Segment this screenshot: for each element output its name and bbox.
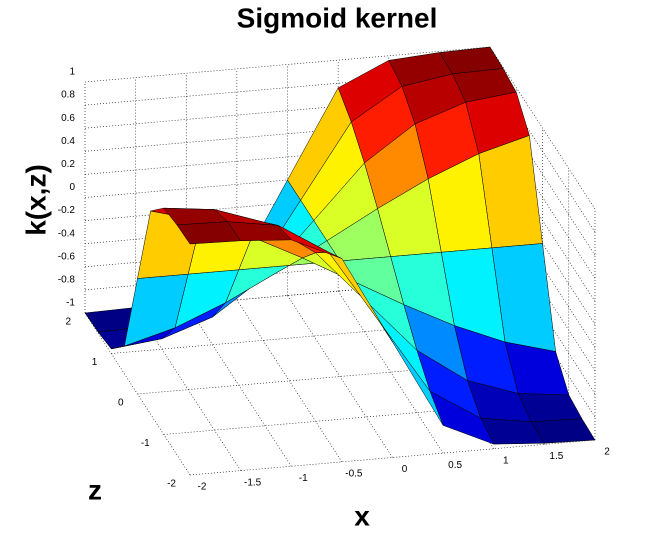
grid-line [489, 69, 596, 233]
x-tick-label: 2 [604, 447, 610, 458]
x-axis-label: x [354, 500, 370, 531]
y-tick-label: 1 [69, 67, 75, 78]
y-tick-label: 0 [69, 182, 75, 193]
y-tick-label: 0.2 [61, 159, 75, 170]
y-tick-label: -1 [66, 298, 75, 309]
x-tick-label: 0.5 [448, 460, 462, 471]
x-tick-label: -1.5 [244, 477, 262, 488]
grid-line [287, 295, 393, 458]
chart-title: Sigmoid kernel [237, 2, 438, 33]
y-tick-label: -0.2 [58, 205, 76, 216]
z-tick-label: 1 [92, 357, 98, 368]
grid-line [489, 116, 596, 279]
z-tick-label: -2 [167, 479, 176, 490]
y-tick-label: 0.8 [61, 90, 75, 101]
y-tick-label: -0.4 [58, 228, 76, 239]
y-tick-label: -0.8 [58, 275, 76, 286]
z-tick-label: 0 [118, 398, 124, 409]
x-tick-label: 1 [503, 455, 509, 466]
z-tick-label: -1 [141, 438, 150, 449]
grid-line [185, 304, 292, 467]
y-tick-label: 0.6 [61, 113, 75, 124]
x-tick-label: -0.5 [345, 469, 363, 480]
x-tick-label: -1 [299, 473, 308, 484]
grid-line [337, 290, 444, 454]
x-tick-label: 1.5 [549, 451, 563, 462]
grid-line [489, 46, 596, 210]
z-axis-label: z [88, 474, 102, 505]
x-tick-label: 0 [402, 464, 408, 475]
y-tick-label: 0.4 [61, 136, 75, 147]
y-tick-label: -0.6 [58, 251, 76, 262]
grid-line [236, 299, 343, 463]
z-tick-label: 2 [65, 317, 71, 328]
surface-patch [176, 221, 242, 245]
grid-line [489, 139, 596, 302]
grid-line [135, 308, 241, 471]
grid-line [489, 93, 596, 256]
x-tick-label: -2 [198, 482, 207, 493]
y-axis-label: k(x,z) [20, 164, 51, 236]
